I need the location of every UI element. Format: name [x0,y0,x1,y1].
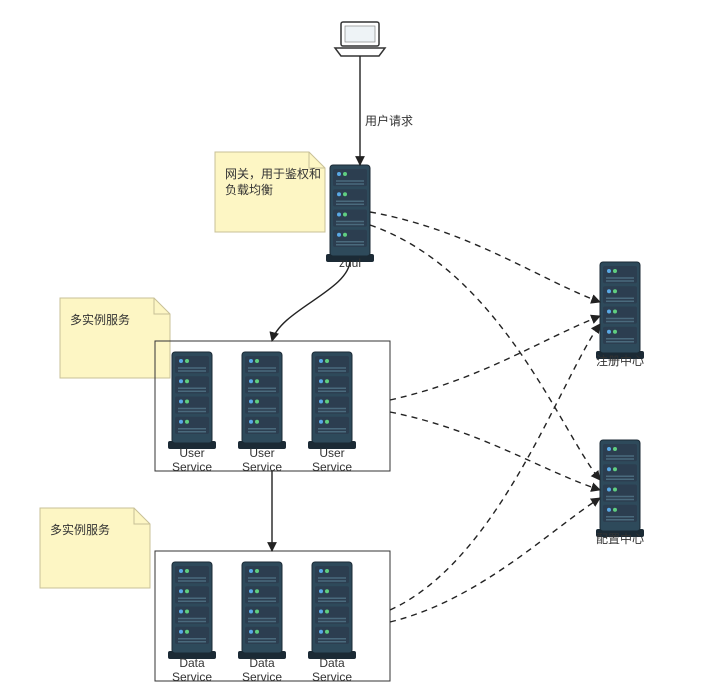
edge-label-e1: 用户请求 [365,113,413,128]
edge-e2 [272,260,350,341]
user-service-label-2: Service [242,460,282,474]
user-service-label-2: User [249,446,274,460]
user-service-server-2 [238,352,286,449]
user-service-label-1: User [179,446,204,460]
data-service-server-2 [238,562,286,659]
architecture-diagram: 网关，用于鉴权和负载均衡多实例服务多实例服务zuulUserServiceUse… [0,0,704,698]
edge-e6 [390,316,600,400]
note-multi-1: 多实例服务 [60,298,170,378]
data-service-label-3: Service [312,670,352,684]
data-service-label-3: Data [319,656,345,670]
edge-e8 [390,324,600,610]
edge-e7 [390,412,600,490]
note-gateway-text: 负载均衡 [225,183,273,197]
data-service-label-2: Data [249,656,275,670]
data-service-label-1: Data [179,656,205,670]
user-service-label-3: Service [312,460,352,474]
zuul-server [326,165,374,262]
data-service-label-2: Service [242,670,282,684]
note-multi-2-text: 多实例服务 [50,522,110,537]
laptop-icon [335,22,385,56]
registry-server [596,262,644,359]
user-service-server-1 [168,352,216,449]
data-service-label-1: Service [172,670,212,684]
note-multi-1-text: 多实例服务 [70,312,130,327]
user-service-server-3 [308,352,356,449]
registry-label: 注册中心 [596,353,644,368]
data-service-server-1 [168,562,216,659]
data-service-server-3 [308,562,356,659]
note-multi-2: 多实例服务 [40,508,150,588]
note-gateway: 网关，用于鉴权和负载均衡 [215,152,325,232]
edge-e4 [370,212,600,302]
config-server [596,440,644,537]
edge-e9 [390,498,600,622]
user-service-label-3: User [319,446,344,460]
config-label: 配置中心 [596,531,644,546]
note-gateway-text: 网关，用于鉴权和 [225,167,321,181]
user-service-label-1: Service [172,460,212,474]
